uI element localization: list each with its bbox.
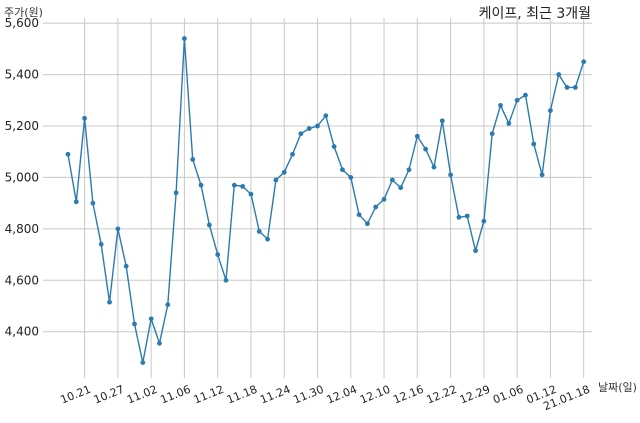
- x-tick-label: 12.16: [391, 383, 425, 407]
- data-point: [523, 92, 528, 98]
- data-point: [323, 113, 329, 119]
- data-point: [298, 131, 304, 137]
- data-point: [406, 167, 412, 173]
- series-line: [67, 38, 585, 363]
- x-tick-label: 11.30: [292, 383, 326, 407]
- data-point: [157, 340, 162, 346]
- data-point: [556, 72, 562, 77]
- data-point: [456, 214, 462, 220]
- data-point: [373, 204, 379, 210]
- data-point: [439, 118, 445, 124]
- data-point: [82, 115, 87, 121]
- data-point: [348, 175, 354, 180]
- data-point: [132, 321, 137, 327]
- data-point: [265, 236, 270, 242]
- data-point: [414, 133, 420, 139]
- data-point: [223, 277, 229, 283]
- x-tick-label: 10.27: [92, 383, 126, 407]
- data-point: [198, 182, 204, 188]
- data-point: [140, 360, 146, 365]
- x-tick-label: 12.10: [358, 383, 392, 407]
- x-tick-label: 12.04: [325, 383, 359, 407]
- data-point: [365, 221, 370, 227]
- data-point: [448, 172, 453, 178]
- data-point: [481, 218, 487, 224]
- data-point: [539, 172, 545, 178]
- x-tick-label: 12.29: [458, 383, 492, 407]
- data-point: [182, 36, 187, 41]
- data-point: [356, 212, 362, 218]
- data-point: [514, 97, 520, 103]
- y-tick-label: 5,600: [5, 16, 39, 30]
- x-tick-label: 11.02: [125, 383, 159, 407]
- data-point: [90, 200, 96, 206]
- data-point: [65, 151, 71, 157]
- y-tick-label: 5,400: [5, 68, 39, 82]
- y-tick-label: 4,600: [5, 273, 39, 287]
- y-axis-ticks: 4,400 4,600 4,800 5,000 5,200 5,400 5,600: [5, 16, 39, 339]
- data-point: [107, 299, 112, 305]
- x-tick-label: 10.21: [59, 383, 93, 407]
- data-point: [564, 85, 570, 90]
- data-point: [73, 199, 79, 205]
- data-point: [98, 241, 104, 247]
- y-tick-label: 5,000: [5, 170, 39, 184]
- data-point: [581, 59, 587, 65]
- data-point: [548, 108, 553, 113]
- x-tick-label: 01.06: [491, 383, 525, 407]
- data-point: [340, 167, 345, 173]
- data-point: [256, 229, 262, 234]
- x-tick-label: 12.22: [425, 383, 459, 407]
- x-tick-label: 11.06: [158, 383, 192, 407]
- y-tick-label: 5,200: [5, 119, 39, 133]
- data-point: [498, 103, 503, 108]
- data-point: [423, 146, 429, 152]
- data-point: [398, 185, 404, 191]
- data-point: [248, 191, 254, 197]
- data-point: [572, 85, 578, 90]
- data-point: [123, 263, 129, 269]
- data-point: [115, 226, 121, 232]
- data-point: [431, 164, 437, 170]
- data-point: [206, 222, 212, 228]
- data-point: [165, 302, 171, 308]
- x-tick-label: 11.18: [225, 383, 259, 407]
- data-point: [506, 121, 512, 126]
- x-axis-label: 날짜(일): [598, 380, 637, 394]
- y-axis-label: 주가(원): [4, 6, 43, 19]
- data-point: [215, 252, 221, 257]
- data-point: [290, 151, 295, 157]
- x-axis-ticks: 10.21 10.27 11.02 11.06 11.12 11.18 11.24 11.30…: [59, 383, 592, 413]
- chart-title: 케이프, 최근 3개월: [479, 6, 591, 22]
- data-point: [489, 131, 495, 137]
- data-point: [389, 177, 395, 183]
- y-tick-label: 4,800: [5, 222, 39, 236]
- data-point: [190, 157, 196, 162]
- data-point: [473, 248, 478, 254]
- series-group: [65, 36, 587, 365]
- data-point: [273, 177, 279, 183]
- data-point: [315, 123, 320, 129]
- data-point: [531, 141, 537, 147]
- data-point: [331, 144, 337, 149]
- data-point: [281, 169, 287, 175]
- y-tick-label: 4,400: [5, 325, 39, 339]
- data-point: [240, 184, 246, 189]
- grid: [43, 18, 592, 378]
- data-point: [381, 196, 387, 202]
- data-point: [464, 213, 470, 219]
- data-point: [173, 190, 179, 196]
- data-point: [231, 182, 237, 188]
- data-point: [306, 126, 312, 131]
- x-tick-label: 11.24: [258, 383, 292, 407]
- data-point: [148, 316, 154, 322]
- x-tick-label: 11.12: [192, 383, 226, 407]
